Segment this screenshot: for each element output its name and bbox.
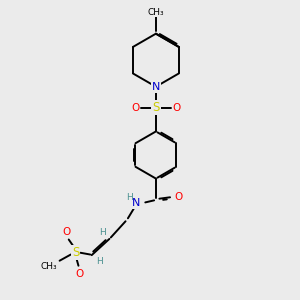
Text: N: N	[152, 82, 160, 92]
Text: H: H	[126, 193, 133, 202]
Text: S: S	[72, 246, 79, 259]
Text: O: O	[131, 103, 140, 113]
Text: O: O	[172, 103, 181, 113]
Text: CH₃: CH₃	[148, 8, 164, 17]
Text: S: S	[152, 101, 160, 114]
Text: O: O	[75, 269, 83, 279]
Text: N: N	[132, 198, 141, 208]
Text: O: O	[62, 226, 71, 237]
Text: H: H	[100, 228, 106, 237]
Text: H: H	[97, 257, 103, 266]
Text: O: O	[174, 192, 182, 202]
Text: CH₃: CH₃	[41, 262, 57, 271]
